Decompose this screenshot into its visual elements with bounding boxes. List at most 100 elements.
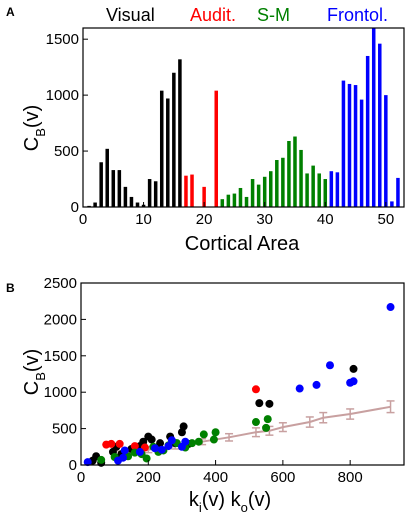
error-bar bbox=[319, 411, 328, 424]
point-visual bbox=[179, 422, 188, 431]
bar-sm-37 bbox=[305, 173, 309, 207]
bar-frontol-46 bbox=[359, 99, 364, 207]
y-tick-label: 2000 bbox=[44, 311, 77, 328]
bar-visual-13 bbox=[159, 90, 164, 207]
bar-frontol-48 bbox=[371, 28, 376, 207]
y-tick-label: 500 bbox=[54, 143, 79, 160]
error-bar bbox=[305, 416, 314, 428]
point-frontol bbox=[83, 458, 92, 467]
point-frontol bbox=[151, 444, 160, 453]
x-tick-label: 200 bbox=[136, 469, 161, 486]
x-ticks-a: 0 10 20 30 40 50 bbox=[79, 202, 394, 228]
bar-frontol-52 bbox=[396, 177, 400, 207]
point-sm bbox=[194, 437, 203, 446]
point-sm bbox=[262, 423, 271, 432]
x-tick-label: 20 bbox=[196, 211, 213, 228]
point-audit bbox=[107, 439, 116, 448]
bar-sm-39 bbox=[317, 173, 321, 207]
panel-b: B 0 200 400 600 800 0 500 1000 1500 2000 2500 ki(… bbox=[6, 275, 405, 515]
y-axis-label-b: CB(v) bbox=[21, 349, 48, 395]
point-frontol bbox=[386, 303, 395, 312]
bar-frontol-45 bbox=[353, 85, 358, 207]
x-axis-label-b: ki(v) ko(v) bbox=[189, 489, 271, 515]
bar-sm-32 bbox=[275, 160, 279, 207]
bar-audit-18 bbox=[190, 174, 194, 207]
point-frontol bbox=[325, 361, 334, 370]
point-visual bbox=[349, 364, 358, 373]
bar-visual-11 bbox=[147, 179, 152, 207]
bar-sm-27 bbox=[244, 196, 249, 207]
bar-sm-36 bbox=[299, 149, 303, 207]
bar-visual-15 bbox=[172, 72, 176, 207]
point-sm bbox=[188, 439, 197, 448]
point-sm bbox=[263, 415, 272, 424]
bar-visual-7 bbox=[123, 186, 128, 207]
panel-a: A Visual Audit. S-M Frontol. 0 10 20 30 40 50… bbox=[6, 5, 405, 255]
x-axis-label-a: Cortical Area bbox=[185, 233, 300, 255]
error-bar bbox=[251, 427, 260, 438]
bar-audit-17 bbox=[184, 175, 188, 207]
bar-frontol-44 bbox=[347, 83, 352, 207]
x-tick-label: 400 bbox=[203, 469, 228, 486]
bar-sm-40 bbox=[323, 179, 328, 207]
bar-sm-25 bbox=[232, 193, 237, 207]
point-visual bbox=[255, 399, 264, 408]
panel-b-letter: B bbox=[6, 281, 15, 295]
y-ticks-b: 0 500 1000 1500 2000 2500 bbox=[44, 275, 86, 474]
point-sm bbox=[251, 418, 260, 427]
bar-sm-38 bbox=[311, 165, 315, 207]
group-label-frontol: Frontol. bbox=[327, 5, 388, 25]
bar-frontol-43 bbox=[341, 80, 346, 207]
bar-sm-34 bbox=[287, 140, 291, 207]
point-audit bbox=[251, 385, 260, 394]
point-frontol bbox=[164, 442, 173, 451]
point-audit bbox=[130, 442, 139, 451]
bar-visual-2 bbox=[93, 202, 97, 207]
error-bar bbox=[225, 432, 234, 442]
point-sm bbox=[211, 428, 220, 437]
bar-visual-8 bbox=[129, 196, 134, 207]
point-sm bbox=[199, 430, 208, 439]
point-frontol bbox=[312, 380, 321, 389]
bar-sm-29 bbox=[256, 184, 261, 207]
y-tick-label: 0 bbox=[69, 457, 77, 474]
y-tick-label: 1000 bbox=[44, 384, 77, 401]
x-tick-label: 10 bbox=[135, 211, 152, 228]
plot-frame-a bbox=[82, 27, 405, 208]
bar-sm-23 bbox=[220, 199, 225, 207]
group-label-audit: Audit. bbox=[190, 5, 236, 25]
point-frontol bbox=[157, 445, 166, 454]
point-frontol bbox=[349, 377, 358, 386]
x-tick-label: 600 bbox=[270, 469, 295, 486]
point-frontol bbox=[120, 446, 129, 455]
y-ticks-a: 0 500 1000 1500 bbox=[46, 31, 88, 216]
y-tick-label: 500 bbox=[52, 421, 77, 438]
x-tick-label: 800 bbox=[338, 469, 363, 486]
bar-frontol-47 bbox=[365, 55, 370, 207]
bar-frontol-42 bbox=[335, 172, 340, 207]
point-frontol bbox=[295, 384, 304, 393]
bar-audit-22 bbox=[214, 90, 219, 207]
y-axis-label-a: CB(v) bbox=[21, 105, 48, 151]
bar-visual-16 bbox=[178, 59, 182, 208]
panel-a-letter: A bbox=[6, 5, 15, 19]
plot-frame-b bbox=[80, 282, 405, 466]
svg-text:CB(v): CB(v) bbox=[21, 349, 48, 395]
y-tick-label: 2500 bbox=[44, 275, 77, 292]
x-tick-label: 30 bbox=[256, 211, 273, 228]
group-label-sm: S-M bbox=[257, 5, 290, 25]
group-labels: Visual Audit. S-M Frontol. bbox=[106, 5, 388, 25]
bar-visual-5 bbox=[111, 170, 116, 207]
scatter-points bbox=[83, 303, 395, 467]
bar-visual-14 bbox=[166, 98, 170, 207]
bar-sm-30 bbox=[262, 176, 267, 207]
bar-frontol-51 bbox=[390, 201, 394, 207]
error-bar bbox=[346, 408, 355, 420]
svg-text:ki(v) ko(v): ki(v) ko(v) bbox=[189, 489, 271, 515]
x-tick-label: 50 bbox=[377, 211, 394, 228]
point-visual bbox=[265, 399, 274, 408]
bar-sm-24 bbox=[226, 194, 231, 207]
x-tick-label: 0 bbox=[79, 211, 87, 228]
bar-frontol-50 bbox=[384, 95, 388, 207]
